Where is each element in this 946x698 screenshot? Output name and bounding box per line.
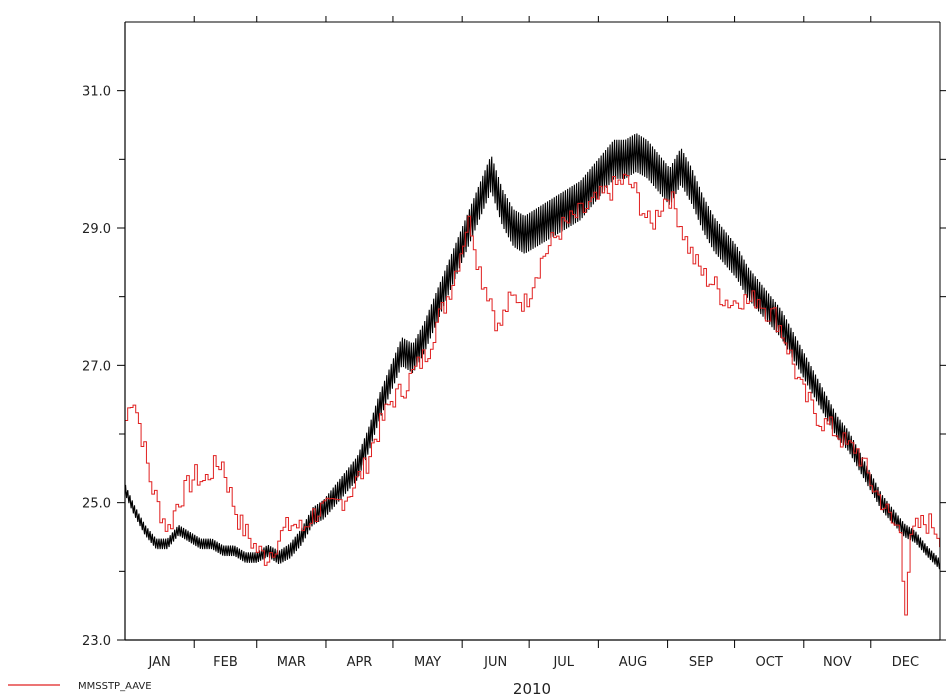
series-line-mmsstp-aave [125, 173, 940, 616]
legend: MMSSTP_AAVE [8, 681, 152, 692]
y-tick-label: 25.0 [82, 497, 111, 512]
x-tick-label: MAY [414, 655, 441, 670]
x-tick-label: APR [347, 655, 373, 670]
x-tick-label: JUL [552, 655, 574, 670]
series-line-black [125, 133, 940, 570]
y-tick-label: 31.0 [82, 85, 111, 100]
x-tick-label: JUN [483, 655, 507, 670]
labels-layer: 23.0 25.0 27.0 29.0 31.0 JAN FEB MAR APR MAY JUN JU… [82, 85, 919, 670]
x-tick-label: OCT [756, 655, 783, 670]
y-tick-label: 27.0 [82, 359, 111, 374]
x-tick-label: JAN [147, 655, 170, 670]
x-axis-title: 2010 [513, 680, 551, 698]
ticks-layer [117, 16, 946, 648]
x-tick-label: SEP [689, 655, 713, 670]
series-layer [125, 133, 940, 616]
y-tick-label: 23.0 [82, 634, 111, 649]
axes-layer [124, 21, 941, 641]
x-tick-label: FEB [213, 655, 238, 670]
y-tick-label: 29.0 [82, 222, 111, 237]
x-tick-label: DEC [892, 655, 919, 670]
x-tick-label: AUG [619, 655, 647, 670]
x-tick-label: NOV [823, 655, 852, 670]
legend-label-series-1: MMSSTP_AAVE [78, 681, 152, 692]
x-tick-label: MAR [277, 655, 306, 670]
